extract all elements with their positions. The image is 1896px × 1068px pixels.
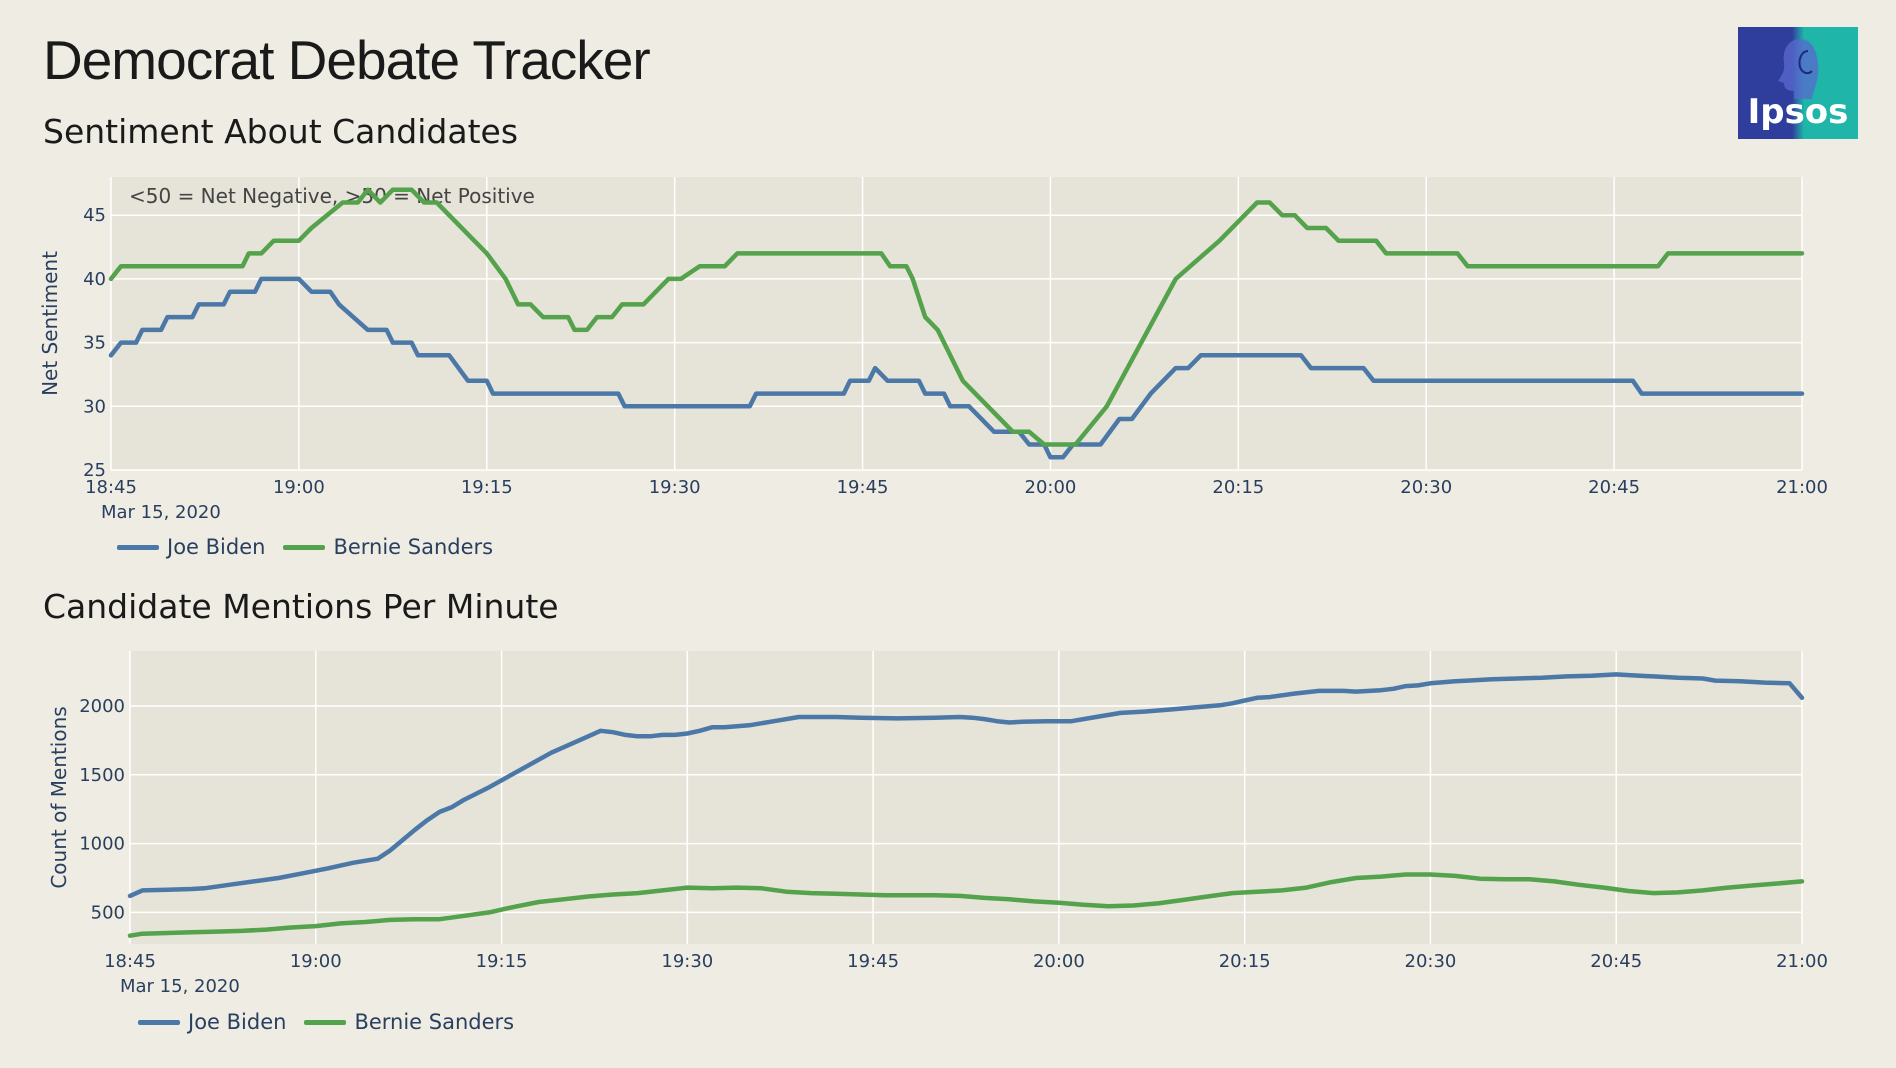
y-tick-label: 45 [83, 205, 106, 226]
x-tick-label: 19:15 [476, 951, 528, 972]
x-tick-label: 20:30 [1405, 951, 1457, 972]
y-tick-label: 25 [83, 460, 106, 481]
y-tick-label: 1500 [79, 765, 125, 786]
legend-item-joe-biden[interactable]: Joe Biden [117, 535, 265, 559]
x-date-label: Mar 15, 2020 [101, 502, 221, 523]
x-tick-label: 20:45 [1590, 951, 1642, 972]
x-tick-label: 20:30 [1400, 477, 1452, 498]
y-tick-label: 30 [83, 396, 106, 417]
x-tick-label: 20:00 [1033, 951, 1085, 972]
x-tick-label: 20:15 [1212, 477, 1264, 498]
y-tick-label: 1000 [79, 834, 125, 855]
legend-swatch [138, 1019, 180, 1025]
x-tick-label: 19:30 [649, 477, 701, 498]
x-tick-label: 19:15 [461, 477, 513, 498]
series-line-bernie-sanders [108, 187, 1805, 447]
legend-item-bernie-sanders[interactable]: Bernie Sanders [283, 535, 493, 559]
x-tick-label: 20:45 [1588, 477, 1640, 498]
plot-area [130, 651, 1802, 944]
legend-swatch [304, 1019, 347, 1025]
logo-text: Ipsos [1748, 92, 1849, 132]
x-tick-label: 19:30 [661, 951, 713, 972]
plot-area [111, 177, 1802, 470]
legend: Joe Biden Bernie Sanders [117, 535, 493, 559]
y-axis-title: Count of Mentions [47, 706, 71, 888]
legend-swatch [283, 544, 326, 550]
y-tick-label: 2000 [79, 696, 125, 717]
legend-label: Bernie Sanders [354, 1010, 515, 1034]
legend-label: Joe Biden [188, 1010, 287, 1034]
sentiment-section: Sentiment About Candidates 18:45 19:00 19:… [0, 110, 1896, 570]
legend: Joe Biden Bernie Sanders [138, 1010, 514, 1034]
x-tick-label: 19:00 [290, 951, 342, 972]
x-tick-label: 20:15 [1219, 951, 1271, 972]
x-tick-label: 21:00 [1776, 477, 1828, 498]
legend-swatch [117, 544, 159, 550]
legend-item-bernie-sanders[interactable]: Bernie Sanders [304, 1010, 514, 1034]
sentiment-chart: 18:45 19:00 19:15 19:30 19:45 20:00 20:15 20:30… [38, 177, 1828, 523]
x-tick-label: 20:00 [1025, 477, 1077, 498]
y-axis-title: Net Sentiment [38, 251, 62, 396]
series-line-bernie-sanders [127, 872, 1805, 938]
series-line-joe-biden [108, 276, 1805, 460]
ipsos-logo: Ipsos [1738, 27, 1858, 139]
y-tick-label: 500 [91, 902, 125, 923]
page-title: Democrat Debate Tracker [43, 29, 651, 91]
x-tick-label: 19:00 [273, 477, 325, 498]
y-tick-label: 35 [83, 333, 106, 354]
x-date-label: Mar 15, 2020 [120, 976, 240, 997]
series-line-joe-biden [127, 672, 1805, 899]
legend-item-joe-biden[interactable]: Joe Biden [138, 1010, 286, 1034]
chart-title: Sentiment About Candidates [43, 112, 519, 151]
x-tick-label: 19:45 [837, 477, 889, 498]
chart-title: Candidate Mentions Per Minute [43, 587, 559, 626]
legend-label: Joe Biden [167, 535, 266, 559]
x-tick-label: 18:45 [104, 951, 156, 972]
mentions-chart: 18:45 19:00 19:15 19:30 19:45 20:00 20:15 20:30… [47, 651, 1828, 997]
x-tick-label: 19:45 [847, 951, 899, 972]
x-tick-label: 21:00 [1776, 951, 1828, 972]
x-tick-label: 18:45 [85, 477, 137, 498]
legend-label: Bernie Sanders [333, 535, 494, 559]
y-tick-label: 40 [83, 269, 106, 290]
mentions-section: Candidate Mentions Per Minute 18:45 19:00… [0, 585, 1896, 1055]
chart-annotation: <50 = Net Negative, >50 = Net Positive [129, 184, 535, 208]
